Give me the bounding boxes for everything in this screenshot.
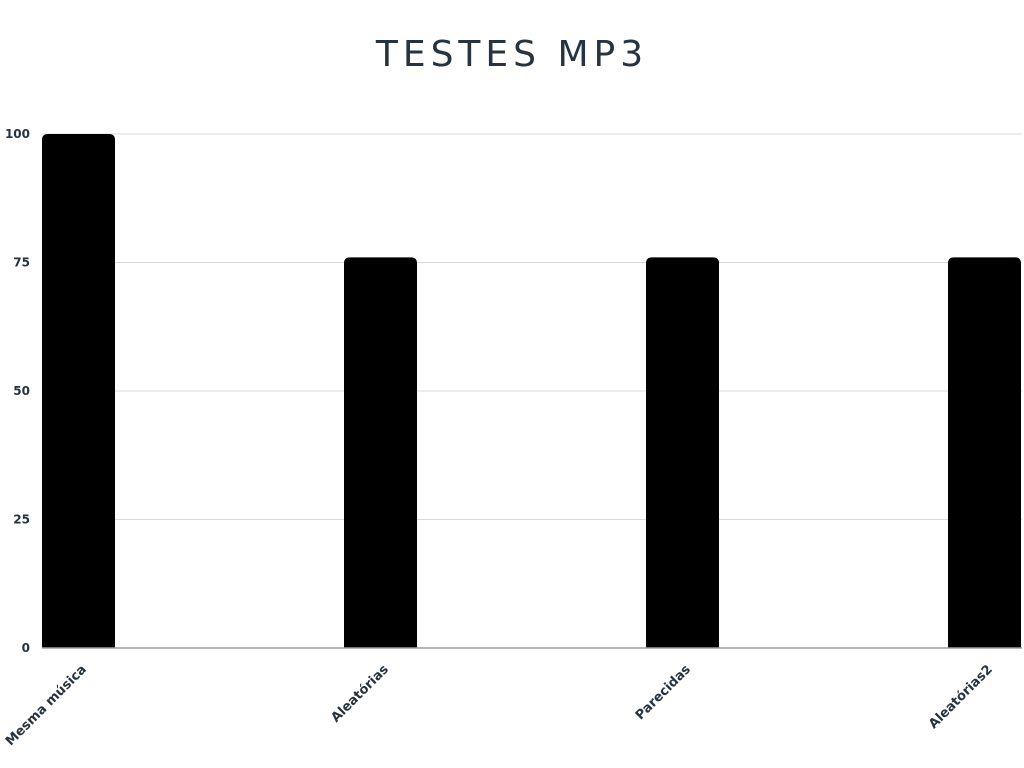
y-tick-label-100: 100 (5, 127, 30, 141)
labels: 0 25 50 75 100 Mesma música Aleatórias Parecida… (3, 127, 996, 749)
x-tick-label-1: Aleatórias (328, 662, 392, 726)
x-tick-label-0: Mesma música (3, 662, 90, 749)
bar-2 (646, 257, 719, 648)
grid-lines (42, 133, 1022, 520)
bar-0 (42, 134, 115, 648)
x-tick-label-2: Parecidas (633, 662, 694, 723)
y-tick-label-50: 50 (13, 384, 30, 398)
y-tick-label-0: 0 (22, 641, 30, 655)
bar-1 (344, 257, 417, 648)
y-tick-label-25: 25 (13, 513, 30, 527)
bars (42, 134, 1021, 648)
bar-3 (948, 257, 1021, 648)
y-tick-label-75: 75 (13, 256, 30, 270)
x-tick-label-3: Aleatórias2 (926, 662, 996, 732)
chart-title: TESTES MP3 (375, 34, 649, 75)
